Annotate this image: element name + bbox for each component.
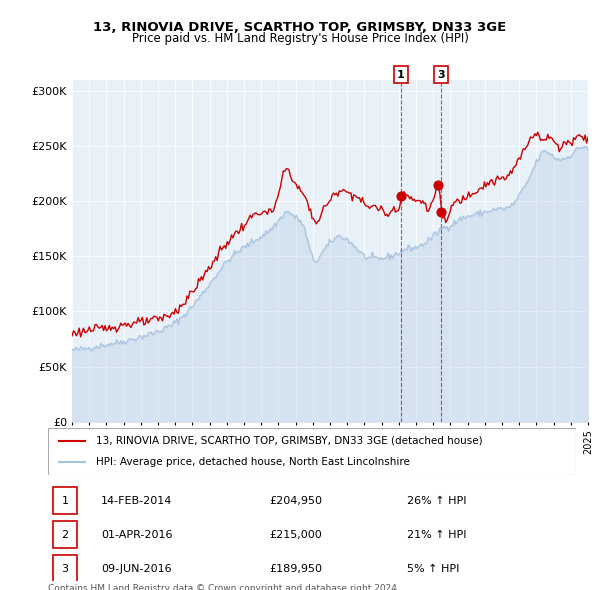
Text: 09-JUN-2016: 09-JUN-2016 <box>101 564 172 573</box>
Text: 21% ↑ HPI: 21% ↑ HPI <box>407 530 467 540</box>
Text: 14-FEB-2014: 14-FEB-2014 <box>101 496 172 506</box>
Text: £215,000: £215,000 <box>270 530 323 540</box>
Text: 1: 1 <box>397 70 405 80</box>
FancyBboxPatch shape <box>53 487 77 514</box>
Point <box>433 180 442 189</box>
Text: Contains HM Land Registry data © Crown copyright and database right 2024.: Contains HM Land Registry data © Crown c… <box>48 584 400 590</box>
Text: 1: 1 <box>62 496 68 506</box>
Text: HPI: Average price, detached house, North East Lincolnshire: HPI: Average price, detached house, Nort… <box>95 457 409 467</box>
Text: 3: 3 <box>437 70 445 80</box>
Text: 2: 2 <box>62 530 69 540</box>
Text: £189,950: £189,950 <box>270 564 323 573</box>
Text: 3: 3 <box>62 564 68 573</box>
Text: 13, RINOVIA DRIVE, SCARTHO TOP, GRIMSBY, DN33 3GE (detached house): 13, RINOVIA DRIVE, SCARTHO TOP, GRIMSBY,… <box>95 436 482 446</box>
Text: 01-APR-2016: 01-APR-2016 <box>101 530 172 540</box>
Text: 5% ↑ HPI: 5% ↑ HPI <box>407 564 460 573</box>
Point <box>436 208 446 217</box>
Point <box>396 191 406 201</box>
Text: £204,950: £204,950 <box>270 496 323 506</box>
Text: Price paid vs. HM Land Registry's House Price Index (HPI): Price paid vs. HM Land Registry's House … <box>131 32 469 45</box>
Text: 26% ↑ HPI: 26% ↑ HPI <box>407 496 467 506</box>
Text: 13, RINOVIA DRIVE, SCARTHO TOP, GRIMSBY, DN33 3GE: 13, RINOVIA DRIVE, SCARTHO TOP, GRIMSBY,… <box>94 21 506 34</box>
FancyBboxPatch shape <box>53 555 77 582</box>
FancyBboxPatch shape <box>53 522 77 548</box>
